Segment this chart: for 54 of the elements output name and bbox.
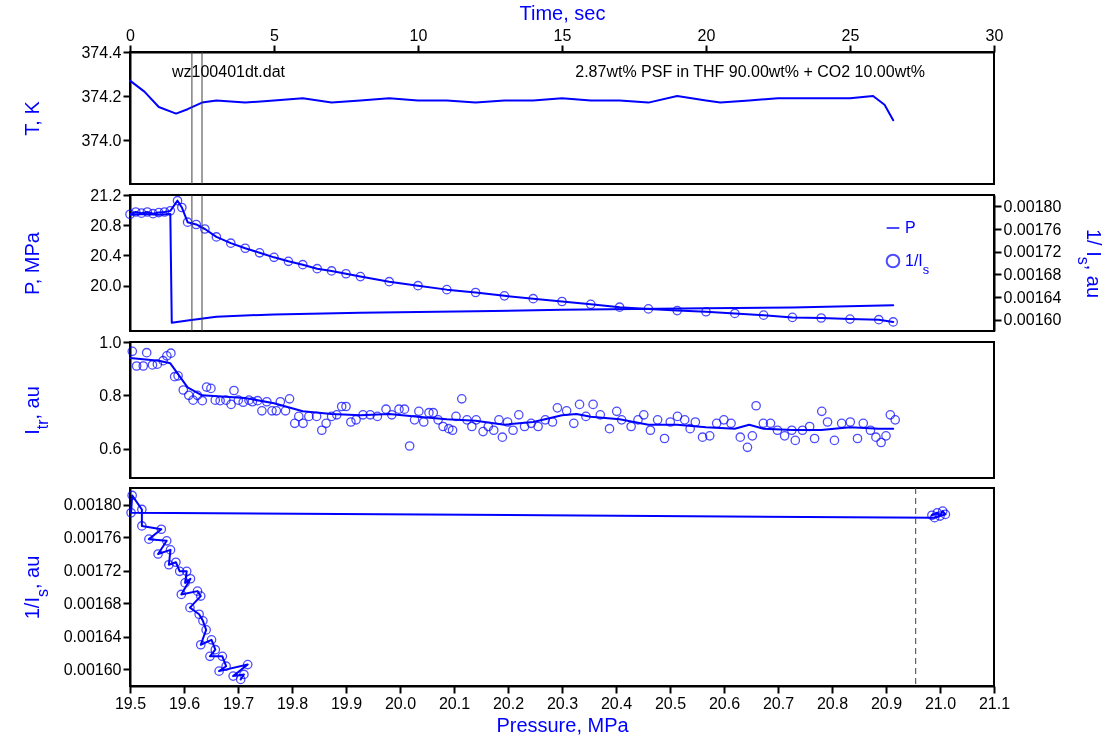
x-tick-label: 20.1 xyxy=(438,694,471,712)
x-axis-title: Time, sec xyxy=(519,1,606,24)
x-tick-label: 20.3 xyxy=(546,694,579,712)
x-tick-label: 21.0 xyxy=(924,694,957,712)
x-tick-label: 30 xyxy=(985,26,1004,44)
y-tick-label: 374.4 xyxy=(81,43,122,61)
x-tick-label: 15 xyxy=(553,26,572,44)
x-tick-label: 20.2 xyxy=(492,694,525,712)
y-axis-title: P, MPa xyxy=(20,231,43,295)
x-tick-label: 21.1 xyxy=(978,694,1011,712)
x-tick-label: 5 xyxy=(270,26,280,44)
x-tick-label: 19.7 xyxy=(222,694,255,712)
y-tick-label: 0.00164 xyxy=(63,628,122,645)
y2-tick-label: 0.00176 xyxy=(1003,220,1062,238)
y-tick-label: 374.2 xyxy=(81,87,122,105)
y2-tick-label: 0.00172 xyxy=(1003,243,1062,261)
legend-label: 1/I$_{s}$ xyxy=(905,252,930,277)
x-tick-label: 25 xyxy=(841,26,860,44)
y-tick-label: 20.0 xyxy=(90,277,122,295)
x-tick-label: 10 xyxy=(409,26,428,44)
y-tick-label: 20.8 xyxy=(90,216,122,234)
x-tick-label: 20.0 xyxy=(384,694,417,712)
x-tick-label: 20 xyxy=(697,26,716,44)
y-tick-label: 0.8 xyxy=(99,386,122,404)
x-tick-label: 19.6 xyxy=(168,694,201,712)
x-tick-label: 20.5 xyxy=(654,694,687,712)
x-tick-label: 20.7 xyxy=(762,694,795,712)
y2-tick-label: 0.00160 xyxy=(1003,311,1062,329)
y-tick-label: 0.00180 xyxy=(63,496,122,513)
x-tick-label: 20.8 xyxy=(816,694,849,712)
legend-label: P xyxy=(905,219,916,236)
y-tick-label: 0.00160 xyxy=(63,661,122,678)
y-tick-label: 21.2 xyxy=(90,186,122,204)
x-tick-label: 19.9 xyxy=(330,694,363,712)
y-axis-title: T, K xyxy=(20,100,43,136)
y2-tick-label: 0.00164 xyxy=(1003,288,1062,306)
annotation: 2.87wt% PSF in THF 90.00wt% + CO2 10.00wt% xyxy=(575,63,925,80)
x-tick-label: 0 xyxy=(126,26,136,44)
y2-tick-label: 0.00168 xyxy=(1003,265,1062,283)
y2-tick-label: 0.00180 xyxy=(1003,197,1062,215)
x-tick-label: 20.9 xyxy=(870,694,903,712)
annotation: wz100401dt.dat xyxy=(171,63,286,80)
y-tick-label: 1.0 xyxy=(99,333,122,351)
x-tick-label: 20.4 xyxy=(600,694,633,712)
y-tick-label: 20.4 xyxy=(90,246,122,264)
x-tick-label: 19.5 xyxy=(114,694,147,712)
y-tick-label: 0.00176 xyxy=(63,529,122,546)
y-tick-label: 374.0 xyxy=(81,131,122,149)
y-tick-label: 0.00172 xyxy=(63,562,122,579)
x-tick-label: 20.6 xyxy=(708,694,741,712)
y-tick-label: 0.6 xyxy=(99,440,122,458)
y-tick-label: 0.00168 xyxy=(63,595,122,612)
x-axis-title: Pressure, MPa xyxy=(496,713,630,736)
x-tick-label: 19.8 xyxy=(276,694,309,712)
